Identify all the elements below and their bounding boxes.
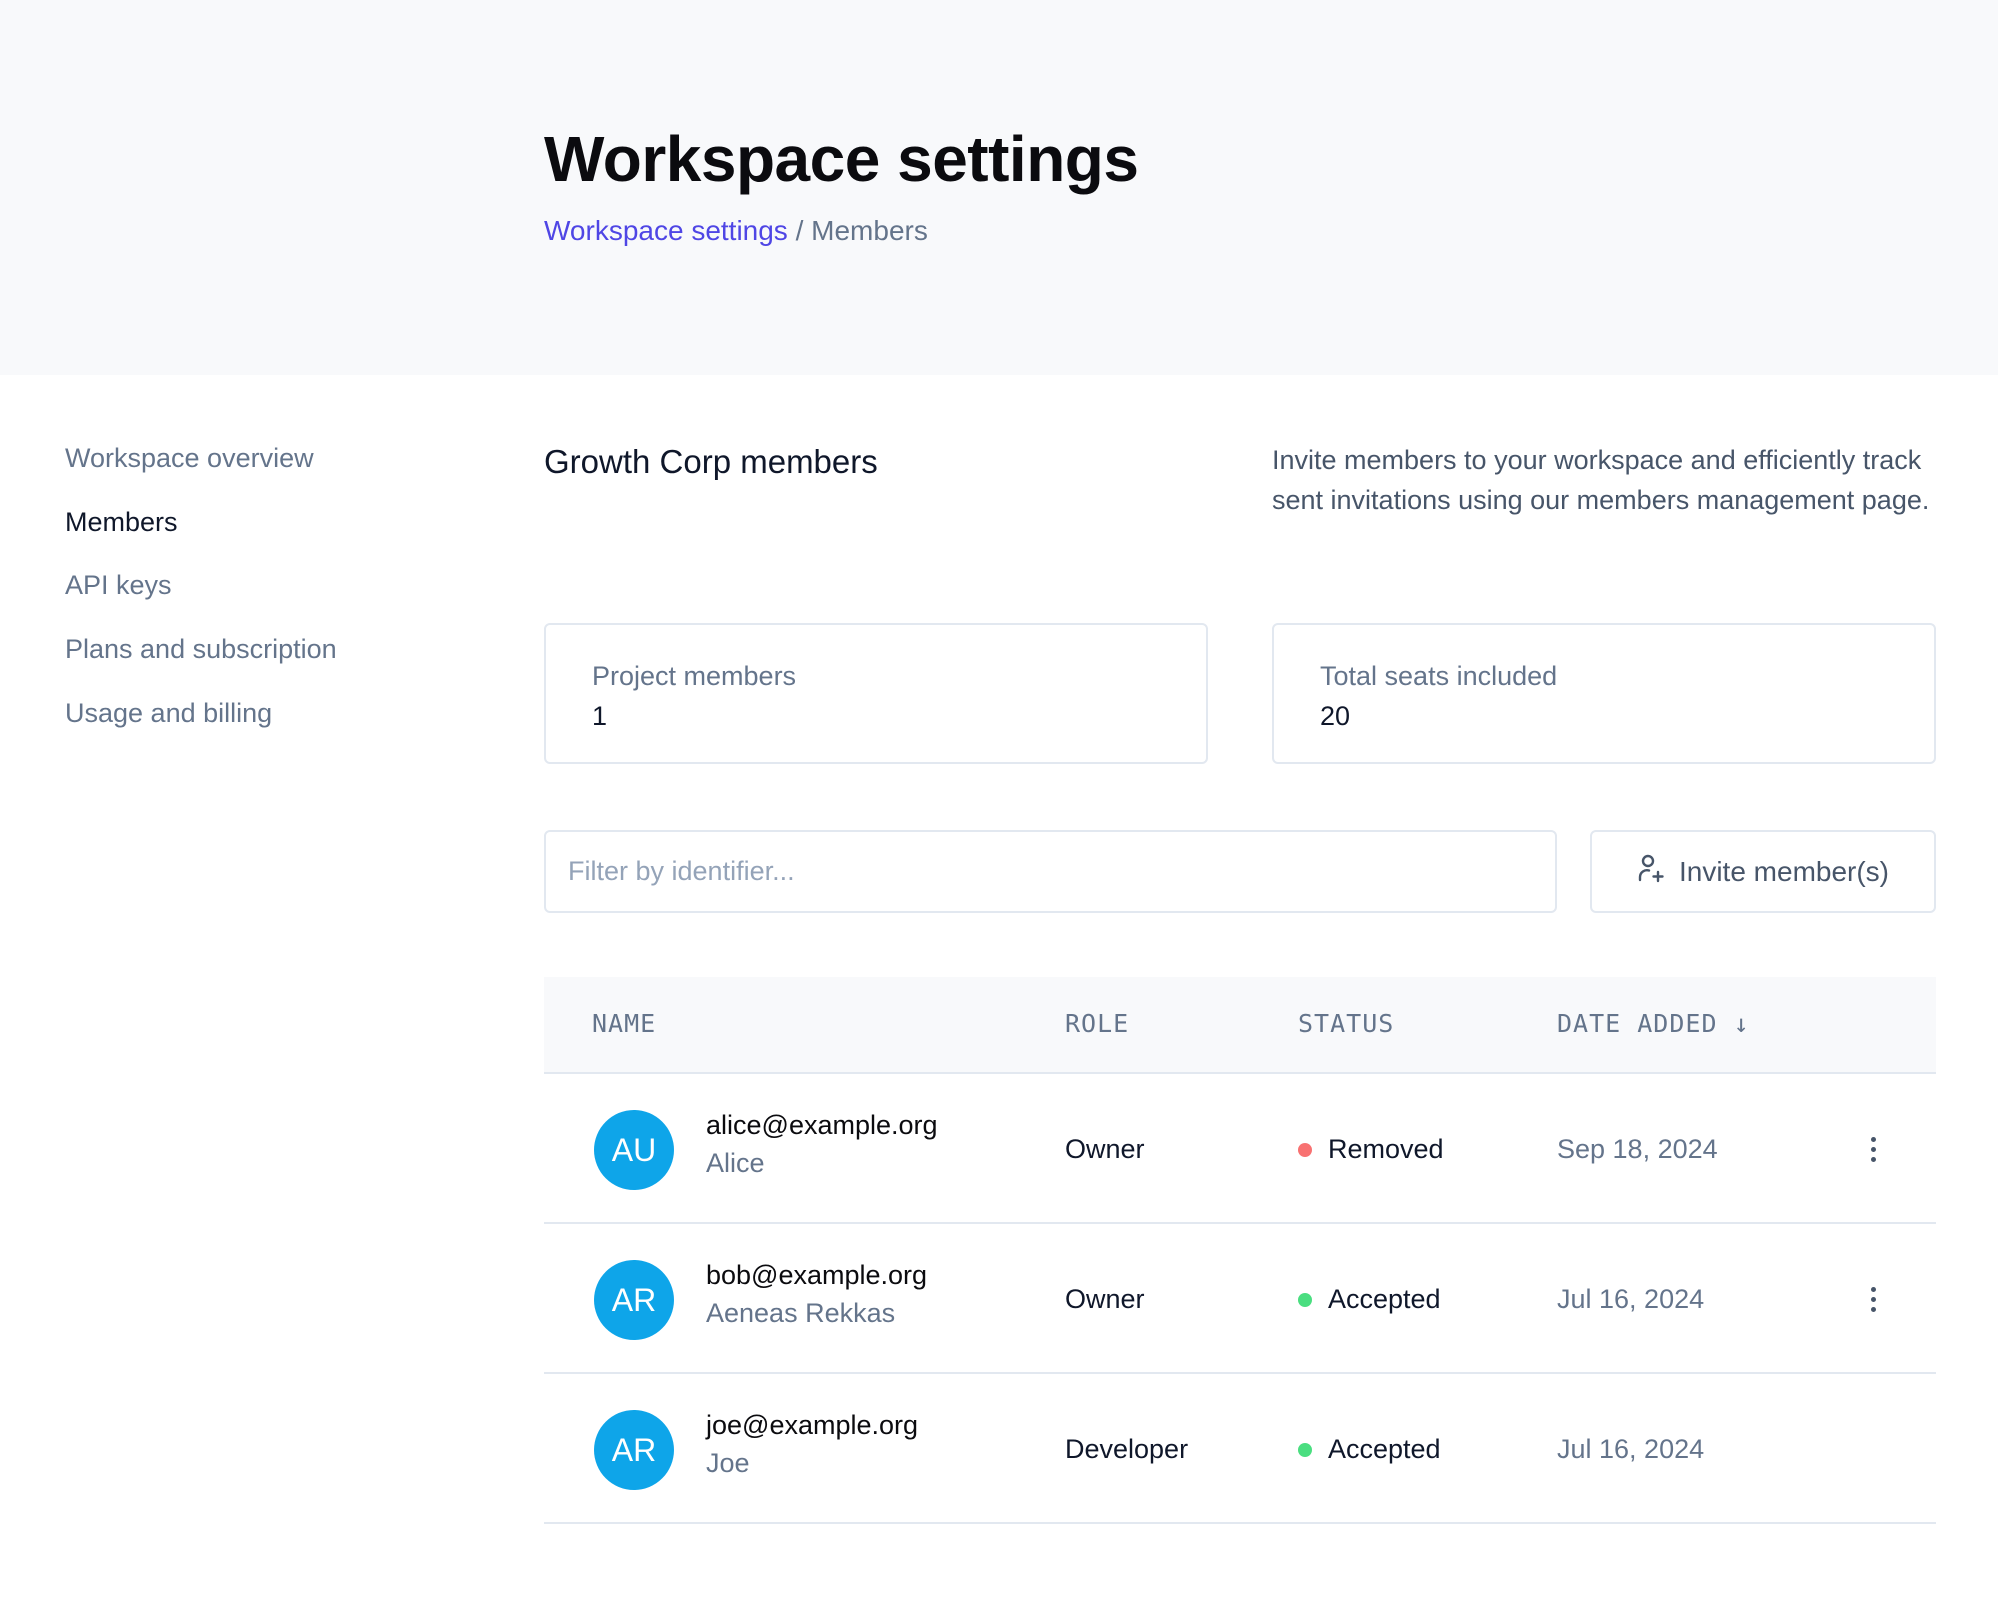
member-email: bob@example.org xyxy=(706,1260,928,1290)
breadcrumb-link[interactable]: Workspace settings xyxy=(544,215,788,246)
invite-label: Invite member(s) xyxy=(1678,855,1890,887)
breadcrumb-separator: / xyxy=(795,215,804,246)
member-name: Aeneas Rekkas xyxy=(706,1298,896,1328)
sidebar-item-workspace-overview[interactable]: Workspace overview xyxy=(65,443,314,473)
member-role: Owner xyxy=(1065,1284,1145,1314)
section-description: Invite members to your workspace and eff… xyxy=(1272,445,1930,515)
more-options-icon[interactable] xyxy=(1858,1129,1888,1169)
sort-arrow-down-icon: ↓ xyxy=(1733,1009,1750,1038)
status-label: Accepted xyxy=(1328,1284,1441,1314)
member-role: Developer xyxy=(1065,1434,1189,1464)
breadcrumb: Workspace settings / Members xyxy=(544,215,928,247)
sidebar-item-members[interactable]: Members xyxy=(65,507,178,537)
breadcrumb-current: Members xyxy=(811,215,928,246)
date-added: Jul 16, 2024 xyxy=(1557,1434,1705,1464)
table-header: NAME ROLE STATUS DATE ADDED ↓ xyxy=(544,977,1936,1074)
member-role: Owner xyxy=(1065,1134,1145,1164)
date-added: Jul 16, 2024 xyxy=(1557,1284,1705,1314)
status-dot-icon xyxy=(1298,1142,1312,1157)
stat-card-project-members: Project members 1 xyxy=(544,623,1208,764)
member-name: Joe xyxy=(706,1448,750,1478)
avatar: AR xyxy=(594,1260,674,1340)
status-badge: Removed xyxy=(1298,1134,1444,1165)
sidebar-item-usage-billing[interactable]: Usage and billing xyxy=(65,698,273,728)
avatar: AU xyxy=(594,1110,674,1190)
status-badge: Accepted xyxy=(1298,1284,1441,1315)
stat-value: 1 xyxy=(592,701,608,731)
status-badge: Accepted xyxy=(1298,1434,1441,1465)
status-label: Accepted xyxy=(1328,1434,1441,1464)
page-title: Workspace settings xyxy=(544,123,1139,195)
stat-card-total-seats: Total seats included 20 xyxy=(1272,623,1936,764)
table-row: AU alice@example.org Alice Owner Removed Sep … xyxy=(544,1074,1936,1224)
status-dot-icon xyxy=(1298,1442,1312,1457)
status-dot-icon xyxy=(1298,1292,1312,1307)
date-added-label: DATE ADDED xyxy=(1557,1009,1718,1038)
member-email: alice@example.org xyxy=(706,1110,938,1140)
user-plus-icon xyxy=(1637,853,1665,890)
more-options-icon[interactable] xyxy=(1858,1279,1888,1319)
stat-label: Total seats included xyxy=(1320,661,1558,691)
member-email: joe@example.org xyxy=(706,1410,919,1440)
column-header-name[interactable]: NAME xyxy=(592,1009,657,1038)
avatar: AR xyxy=(594,1410,674,1490)
status-label: Removed xyxy=(1328,1134,1444,1164)
member-name: Alice xyxy=(706,1148,765,1178)
table-row: AR joe@example.org Joe Developer Accepted Jul… xyxy=(544,1374,1936,1524)
column-header-status[interactable]: STATUS xyxy=(1298,1009,1395,1038)
section-title: Growth Corp members xyxy=(544,443,878,480)
invite-members-button[interactable]: Invite member(s) xyxy=(1590,830,1936,913)
stat-value: 20 xyxy=(1320,701,1351,731)
stat-label: Project members xyxy=(592,661,797,691)
column-header-date-added[interactable]: DATE ADDED ↓ xyxy=(1557,1009,1750,1038)
date-added: Sep 18, 2024 xyxy=(1557,1134,1718,1164)
page-header xyxy=(0,0,1998,375)
filter-input[interactable] xyxy=(544,830,1557,913)
sidebar-item-api-keys[interactable]: API keys xyxy=(65,570,172,600)
sidebar-item-plans[interactable]: Plans and subscription xyxy=(65,634,337,664)
table-row: AR bob@example.org Aeneas Rekkas Owner Accep… xyxy=(544,1224,1936,1374)
column-header-role[interactable]: ROLE xyxy=(1065,1009,1130,1038)
